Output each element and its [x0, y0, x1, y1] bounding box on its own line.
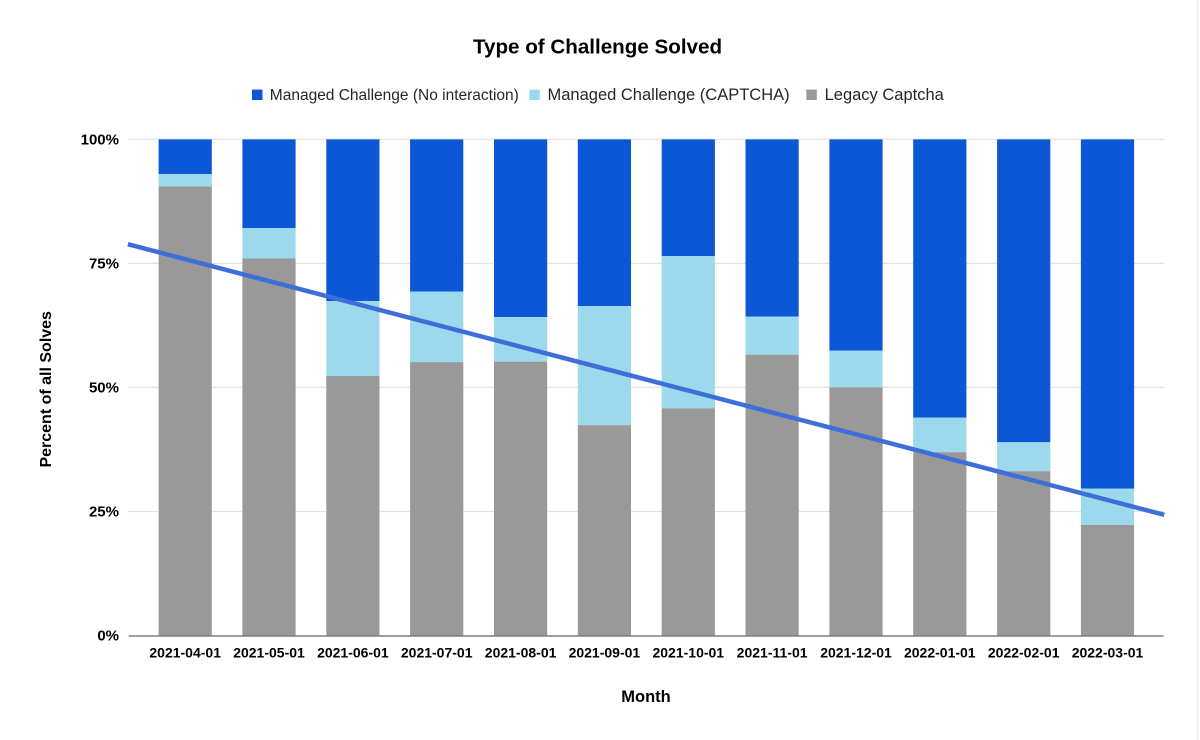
svg-text:75%: 75%	[89, 256, 119, 273]
svg-text:2021-05-01: 2021-05-01	[233, 645, 305, 661]
svg-text:2022-01-01: 2022-01-01	[904, 645, 976, 661]
svg-text:2021-11-01: 2021-11-01	[737, 645, 808, 661]
svg-text:100%: 100%	[81, 132, 119, 149]
svg-text:2022-02-01: 2022-02-01	[988, 645, 1060, 661]
svg-text:50%: 50%	[89, 380, 119, 397]
svg-text:Managed Challenge (No interact: Managed Challenge (No interaction)	[270, 87, 519, 104]
svg-text:Type of Challenge Solved: Type of Challenge Solved	[473, 35, 722, 58]
svg-text:2021-04-01: 2021-04-01	[149, 645, 221, 661]
svg-text:Legacy Captcha: Legacy Captcha	[825, 86, 945, 104]
svg-text:Managed Challenge (CAPTCHA): Managed Challenge (CAPTCHA)	[548, 86, 790, 104]
svg-text:2021-10-01: 2021-10-01	[652, 645, 724, 661]
svg-text:0%: 0%	[97, 628, 119, 645]
svg-text:2021-07-01: 2021-07-01	[401, 645, 473, 661]
svg-text:2021-12-01: 2021-12-01	[820, 645, 892, 661]
svg-text:Percent of all Solves: Percent of all Solves	[38, 311, 55, 468]
svg-text:2021-08-01: 2021-08-01	[485, 645, 557, 661]
svg-text:2021-06-01: 2021-06-01	[317, 645, 389, 661]
svg-text:2022-03-01: 2022-03-01	[1072, 645, 1144, 661]
svg-text:Month: Month	[621, 688, 670, 706]
svg-text:25%: 25%	[89, 504, 119, 521]
svg-text:2021-09-01: 2021-09-01	[569, 645, 641, 661]
